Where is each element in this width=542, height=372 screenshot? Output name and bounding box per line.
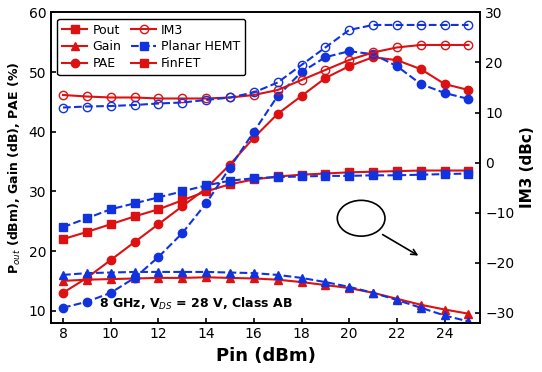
X-axis label: Pin (dBm): Pin (dBm)	[216, 347, 315, 365]
Text: 8 GHz, V$_{DS}$ = 28 V, Class AB: 8 GHz, V$_{DS}$ = 28 V, Class AB	[99, 296, 293, 312]
Y-axis label: IM3 (dBc): IM3 (dBc)	[520, 127, 535, 208]
Legend: Pout, Gain, PAE, IM3, Planar HEMT, FinFET: Pout, Gain, PAE, IM3, Planar HEMT, FinFE…	[57, 19, 246, 75]
Y-axis label: P$_{out}$ (dBm), Gain (dB), PAE (%): P$_{out}$ (dBm), Gain (dB), PAE (%)	[7, 61, 23, 274]
